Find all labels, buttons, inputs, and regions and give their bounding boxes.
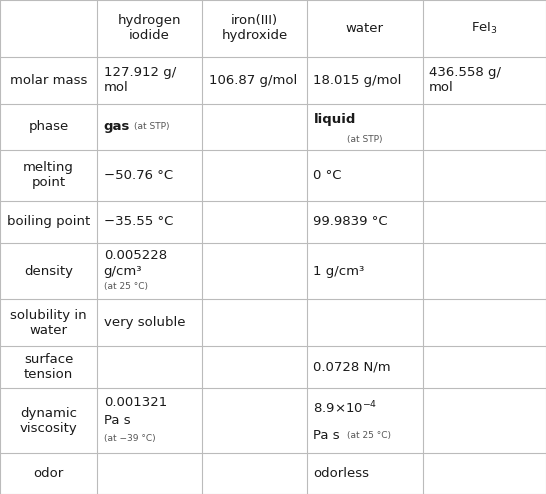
Text: melting
point: melting point	[23, 162, 74, 189]
Text: 106.87 g/mol: 106.87 g/mol	[209, 74, 297, 87]
Text: boiling point: boiling point	[7, 215, 90, 228]
Text: −50.76 °C: −50.76 °C	[104, 169, 173, 182]
Text: surface
tension: surface tension	[24, 353, 73, 381]
Text: FeI$_3$: FeI$_3$	[471, 21, 498, 36]
Text: odor: odor	[33, 467, 64, 480]
Text: 0.0728 N/m: 0.0728 N/m	[313, 361, 391, 374]
Text: $8.9{\times}10^{-4}$: $8.9{\times}10^{-4}$	[313, 400, 378, 416]
Text: −35.55 °C: −35.55 °C	[104, 215, 173, 228]
Text: g/cm³: g/cm³	[104, 265, 143, 278]
Text: Pa s: Pa s	[104, 414, 130, 427]
Text: 436.558 g/
mol: 436.558 g/ mol	[429, 66, 501, 94]
Text: very soluble: very soluble	[104, 317, 185, 329]
Text: phase: phase	[28, 121, 69, 133]
Text: 0.005228: 0.005228	[104, 248, 167, 262]
Text: 0 °C: 0 °C	[313, 169, 342, 182]
Text: (at STP): (at STP)	[134, 123, 169, 131]
Text: molar mass: molar mass	[10, 74, 87, 87]
Text: (at −39 °C): (at −39 °C)	[104, 435, 156, 444]
Text: Pa s: Pa s	[313, 429, 340, 442]
Text: gas: gas	[104, 121, 130, 133]
Text: density: density	[24, 265, 73, 278]
Text: (at 25 °C): (at 25 °C)	[347, 431, 391, 440]
Text: odorless: odorless	[313, 467, 370, 480]
Text: solubility in
water: solubility in water	[10, 309, 87, 337]
Text: liquid: liquid	[313, 113, 356, 125]
Text: (at STP): (at STP)	[347, 135, 383, 144]
Text: iron(III)
hydroxide: iron(III) hydroxide	[221, 14, 288, 42]
Text: 1 g/cm³: 1 g/cm³	[313, 265, 365, 278]
Text: 0.001321: 0.001321	[104, 396, 167, 409]
Text: water: water	[346, 22, 384, 35]
Text: 18.015 g/mol: 18.015 g/mol	[313, 74, 402, 87]
Text: dynamic
viscosity: dynamic viscosity	[20, 407, 78, 435]
Text: hydrogen
iodide: hydrogen iodide	[118, 14, 181, 42]
Text: 127.912 g/
mol: 127.912 g/ mol	[104, 66, 176, 94]
Text: 99.9839 °C: 99.9839 °C	[313, 215, 388, 228]
Text: (at 25 °C): (at 25 °C)	[104, 283, 148, 291]
